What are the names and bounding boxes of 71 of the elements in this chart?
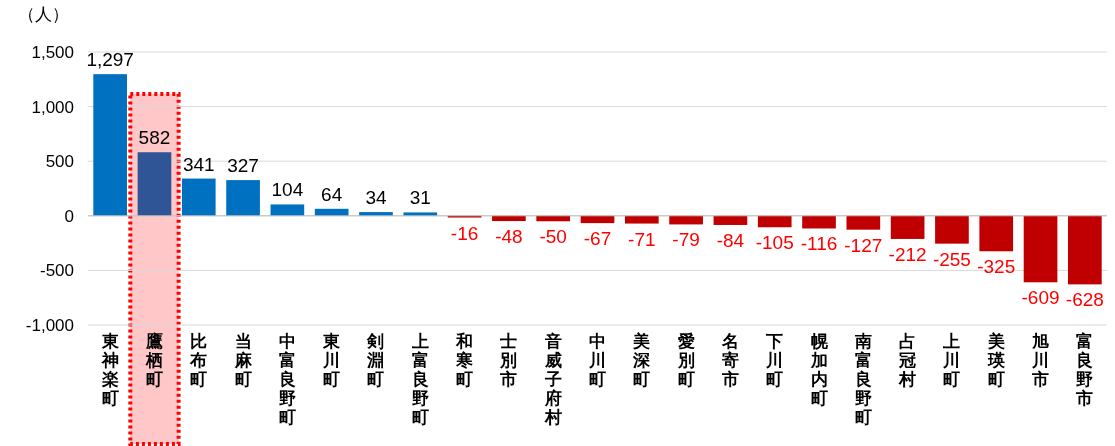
data-label: -127 — [844, 234, 883, 256]
data-label: 34 — [365, 187, 387, 209]
x-tick-label: 士別市 — [499, 332, 518, 389]
x-tick-label: 中富良野町 — [278, 332, 296, 427]
bar — [757, 215, 792, 228]
bar — [713, 215, 748, 225]
bar — [1023, 215, 1058, 283]
x-tick-label: 鷹栖町 — [144, 332, 163, 389]
data-label: -16 — [450, 222, 479, 244]
data-label: -212 — [888, 243, 927, 265]
y-tick-label: 1,000 — [31, 97, 74, 117]
data-label: 582 — [138, 127, 171, 149]
bar — [492, 215, 526, 222]
x-tick-label: 中川町 — [588, 332, 606, 389]
bar — [624, 215, 659, 224]
bar — [802, 215, 836, 229]
data-label: -255 — [932, 248, 971, 270]
x-tick-label: 和寒町 — [455, 332, 474, 389]
y-axis-title: （人） — [18, 5, 69, 24]
x-tick-label: 富良野市 — [1075, 332, 1094, 408]
data-label: 341 — [182, 153, 215, 175]
y-tick-label: 0 — [64, 206, 74, 226]
data-label: 1,297 — [86, 49, 134, 71]
x-tick-label: 音威子府村 — [543, 332, 562, 427]
x-tick-label: 南富良野町 — [853, 332, 872, 427]
bar — [536, 215, 571, 222]
x-tick-label: 愛別町 — [676, 332, 695, 389]
bar — [580, 215, 615, 224]
x-tick-label: 占冠村 — [898, 332, 917, 389]
bar — [1068, 215, 1102, 285]
y-tick-label: -1,000 — [25, 315, 74, 335]
data-label: -325 — [977, 256, 1016, 278]
x-tick-label: 名寄市 — [720, 332, 739, 389]
x-tick-label: 剣淵町 — [366, 332, 385, 389]
data-label: -48 — [495, 226, 523, 248]
y-tick-label: 500 — [45, 152, 74, 172]
data-label: 327 — [227, 155, 259, 177]
data-label: -116 — [800, 233, 838, 255]
x-tick-label: 旭川市 — [1031, 332, 1050, 389]
x-tick-label: 下川町 — [765, 332, 784, 389]
data-label: -609 — [1021, 287, 1060, 309]
data-label: -628 — [1065, 289, 1104, 311]
data-label: 64 — [321, 183, 343, 205]
data-label: -79 — [672, 229, 700, 251]
x-tick-label: 上川町 — [942, 332, 961, 389]
x-tick-label: 比布町 — [189, 332, 208, 389]
bar — [270, 204, 305, 216]
x-tick-label: 東川町 — [322, 332, 342, 389]
data-label: -84 — [716, 229, 745, 251]
bar — [890, 215, 925, 239]
x-tick-label: 上富良野町 — [410, 332, 429, 427]
x-tick-label: 東神楽町 — [100, 332, 120, 408]
data-label: -50 — [539, 226, 567, 248]
bar — [846, 215, 881, 230]
x-tick-label: 美瑛町 — [986, 332, 1006, 389]
bar — [137, 152, 172, 216]
data-label: 31 — [409, 187, 431, 209]
x-tick-label: 美深町 — [632, 332, 652, 389]
bar — [669, 215, 703, 225]
bar — [935, 215, 969, 244]
data-label: -67 — [583, 228, 612, 250]
data-label: -71 — [628, 228, 656, 250]
bar — [226, 180, 260, 216]
x-tick-label: 当麻町 — [233, 332, 253, 389]
x-tick-label: 幌加内町 — [809, 332, 829, 408]
bar — [181, 178, 216, 216]
data-label: -105 — [755, 232, 794, 254]
y-tick-label: 1,500 — [31, 42, 74, 62]
data-label: 104 — [271, 179, 304, 201]
bar — [979, 215, 1014, 252]
y-tick-label: -500 — [39, 261, 74, 281]
